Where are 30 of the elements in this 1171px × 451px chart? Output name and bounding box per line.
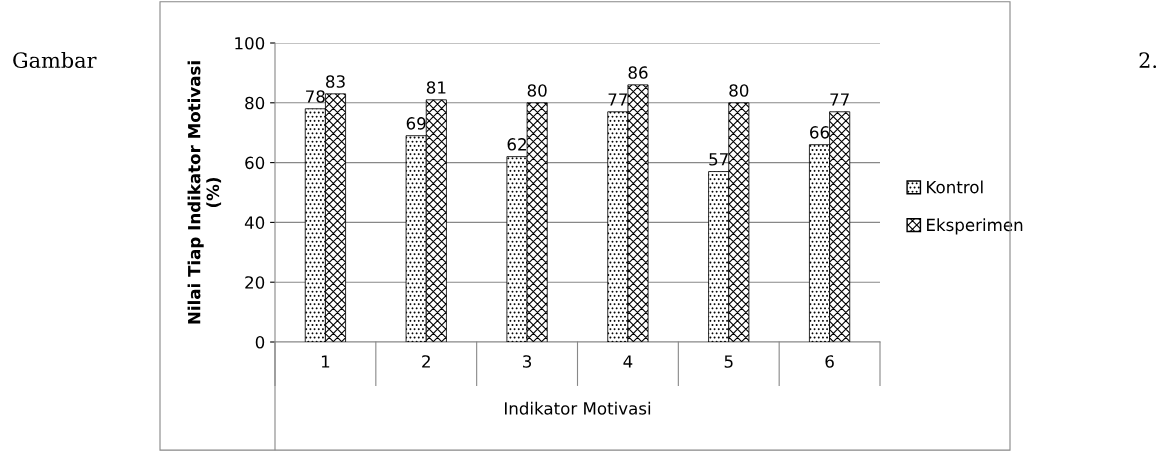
y-tick-label: 80 xyxy=(245,96,265,110)
x-tick-label: 6 xyxy=(825,355,834,368)
data-label: 83 xyxy=(326,75,345,88)
y-axis-title: Nilai Tiap Indikator Motivasi (%) xyxy=(187,61,222,324)
text: 2. xyxy=(1139,52,1157,69)
y-tick-label: 100 xyxy=(235,36,265,50)
data-label: 66 xyxy=(810,126,830,139)
data-label: 80 xyxy=(527,84,547,97)
data-label: 77 xyxy=(608,93,628,106)
data-label: 69 xyxy=(406,117,426,130)
x-tick-label: 5 xyxy=(724,355,733,368)
data-label: 77 xyxy=(830,93,849,106)
y-tick-label: 0 xyxy=(255,335,265,349)
x-tick-label: 1 xyxy=(321,355,330,368)
x-tick-label: 2 xyxy=(422,355,430,368)
legend-label: Eksperimen xyxy=(927,218,1023,235)
data-label: 80 xyxy=(729,84,749,97)
x-axis-title: Indikator Motivasi xyxy=(505,401,651,415)
data-label: 57 xyxy=(709,153,728,166)
text: Gambar xyxy=(13,51,97,69)
y-tick-label: 20 xyxy=(245,276,265,289)
data-label: 62 xyxy=(507,138,526,151)
data-label: 78 xyxy=(306,90,325,103)
x-tick-label: 3 xyxy=(523,355,532,368)
data-label: 81 xyxy=(426,81,446,94)
y-tick-label: 60 xyxy=(245,156,265,170)
x-tick-label: 4 xyxy=(623,355,633,368)
data-label: 86 xyxy=(628,66,648,79)
legend-label: Kontrol xyxy=(927,180,983,194)
y-tick-label: 40 xyxy=(244,216,265,229)
